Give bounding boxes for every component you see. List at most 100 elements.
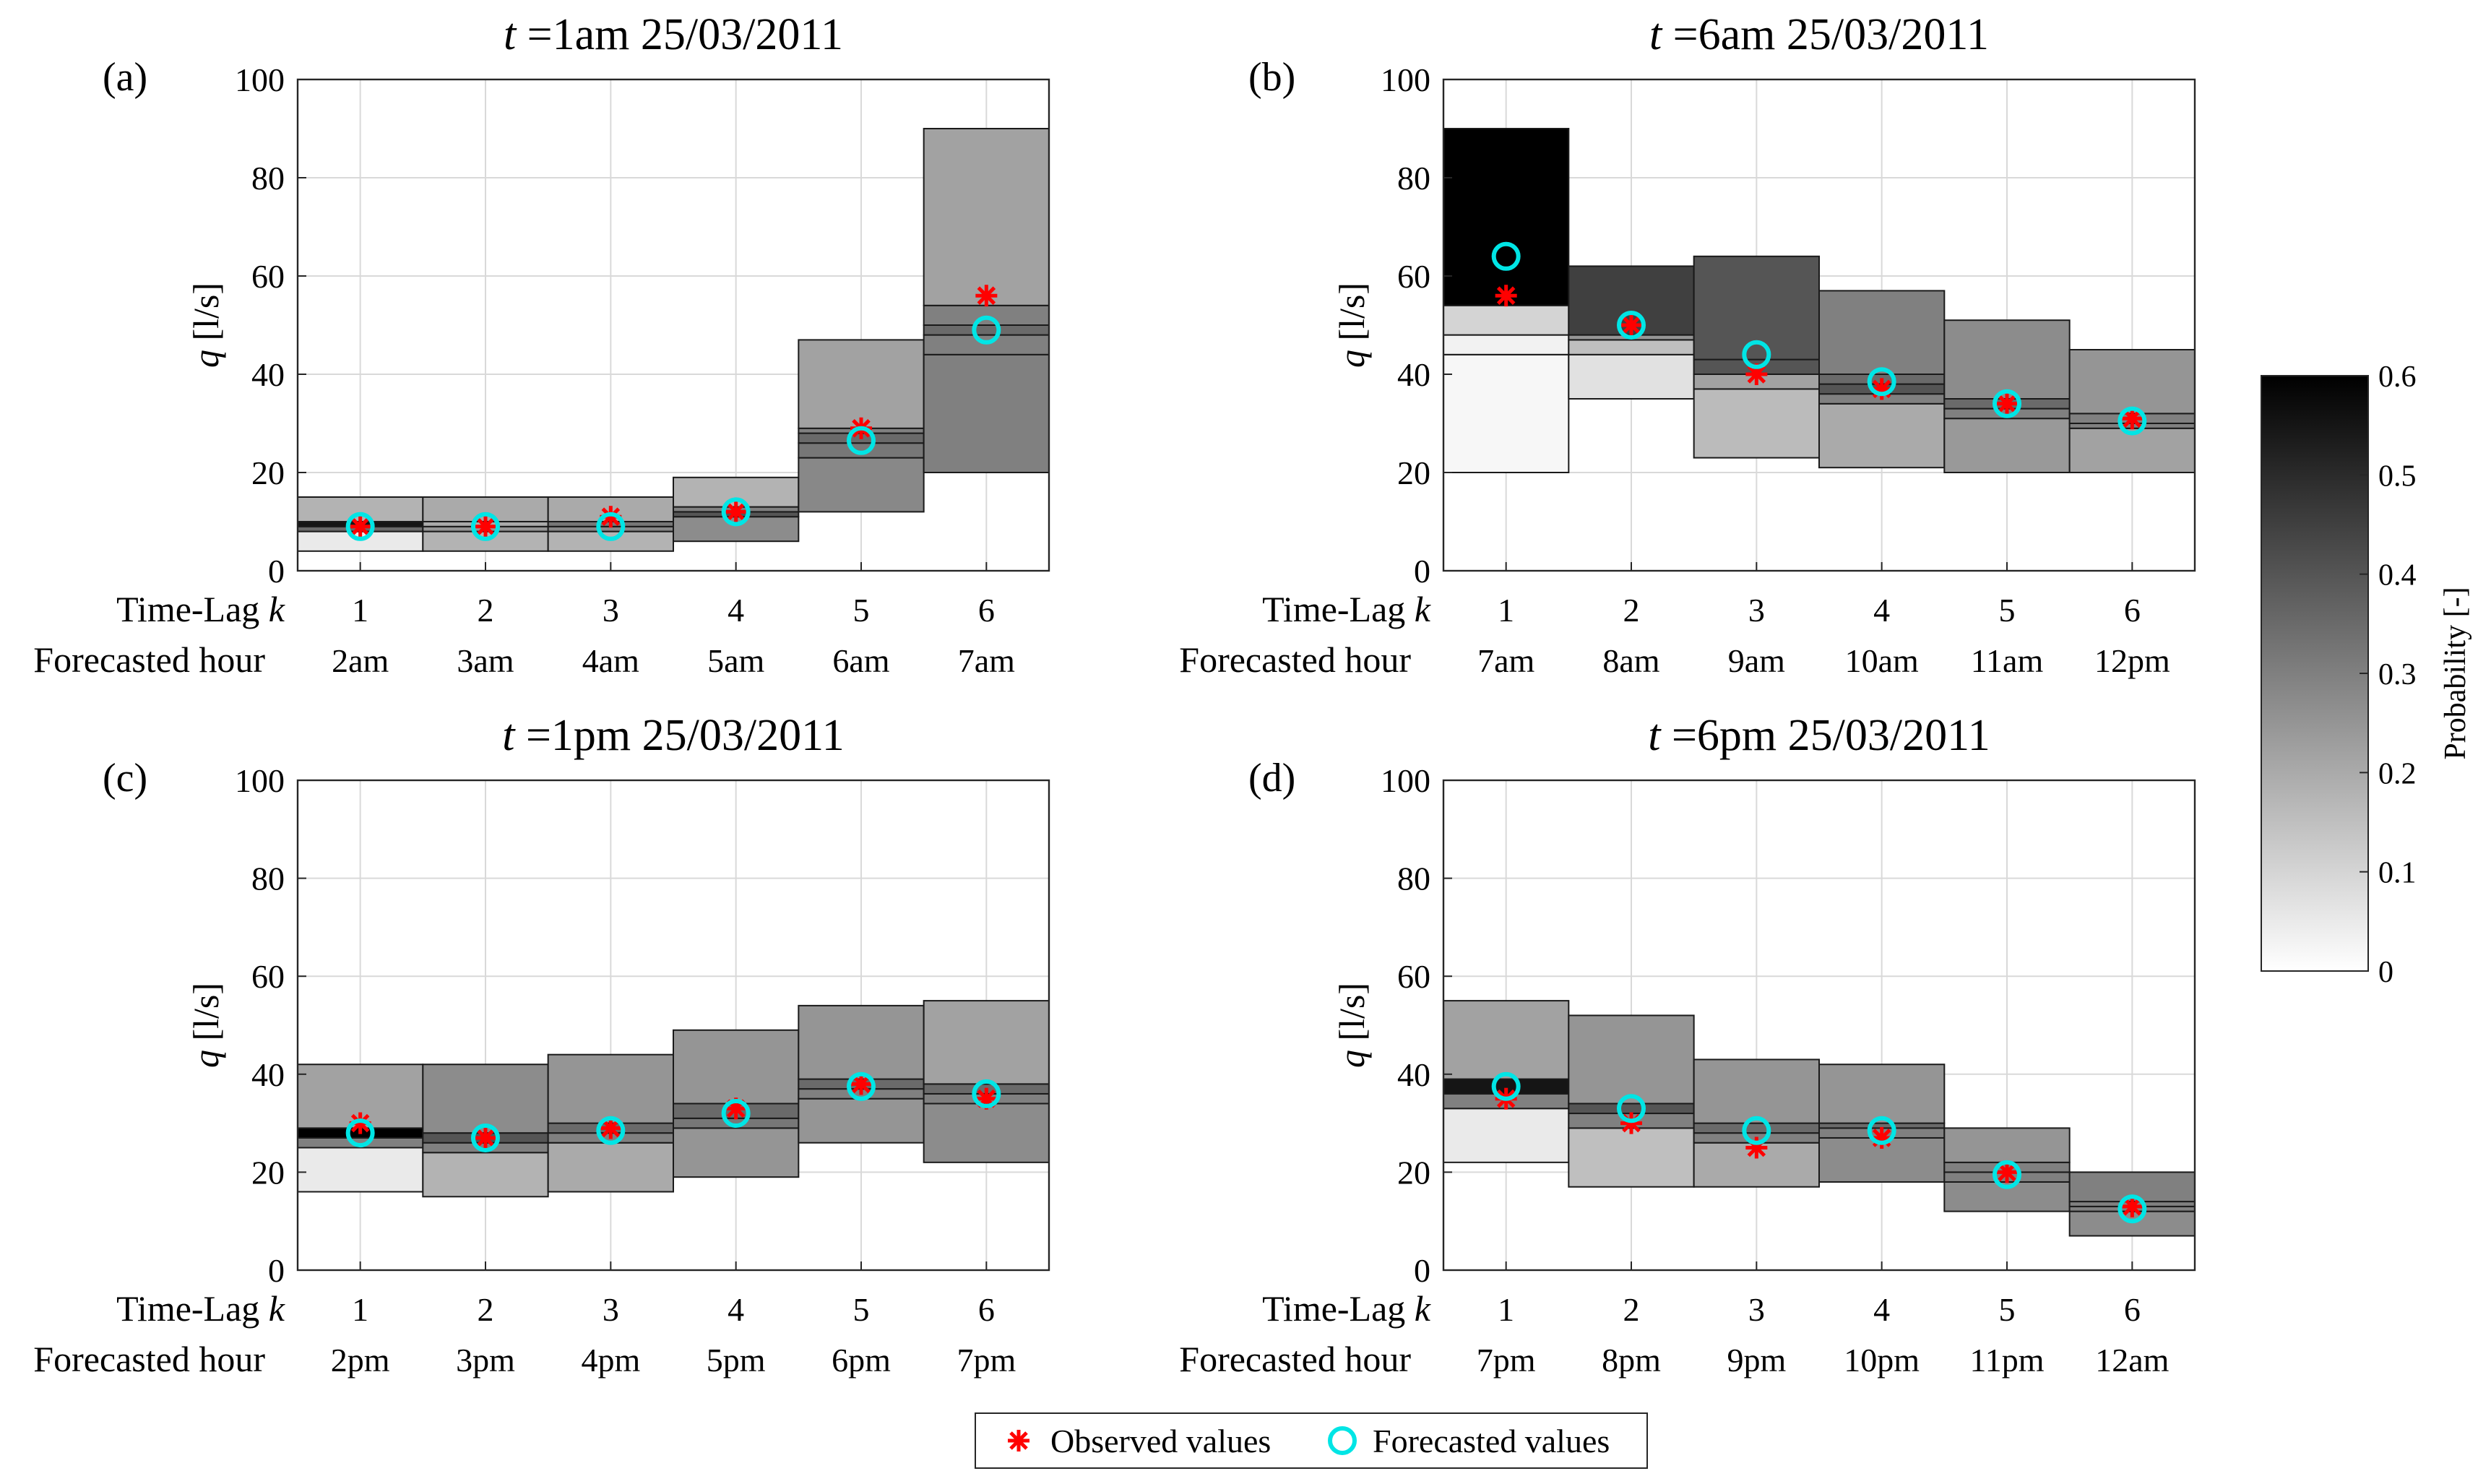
y-tick-label: 60 xyxy=(1397,958,1430,995)
forecast-hour-label: 3pm xyxy=(456,1342,515,1379)
x-tick-label: 4 xyxy=(1873,592,1890,629)
forecast-hour-label: 8am xyxy=(1602,642,1659,679)
probability-bin xyxy=(673,1029,800,1105)
observed-stroke xyxy=(1998,1162,2016,1182)
observed-point xyxy=(2121,407,2144,430)
observed-stroke xyxy=(852,1074,871,1094)
y-tick-label: 60 xyxy=(1397,258,1430,295)
probability-bin xyxy=(1943,418,2071,474)
probability-bin xyxy=(1818,402,1946,469)
x-tick-label: 3 xyxy=(1748,1291,1765,1328)
forecasted-point xyxy=(721,497,751,527)
forecast-hour-label: 10am xyxy=(1845,642,1919,679)
x-tick-label: 5 xyxy=(853,592,870,629)
x-tick-label: 2 xyxy=(1623,592,1640,629)
y-tick-label: 80 xyxy=(251,160,285,197)
forecasted-point xyxy=(1742,1116,1771,1145)
probability-bin xyxy=(1818,290,1946,375)
panel-title: t =1am 25/03/2011 xyxy=(504,10,843,59)
x-tick-label: 2 xyxy=(478,1291,494,1328)
forecasted-point xyxy=(1617,1094,1646,1123)
x-tick-label: 1 xyxy=(1498,1291,1514,1328)
observed-stroke xyxy=(1496,286,1516,305)
panel-letter: (c) xyxy=(103,756,147,801)
forecasted-point xyxy=(2117,1194,2147,1224)
forecast-hour-label: 12am xyxy=(2095,1342,2169,1379)
y-tick-label: 80 xyxy=(251,860,285,897)
forecasted-hour-row-label: Forecasted hour xyxy=(1179,1339,1411,1379)
probability-bin xyxy=(422,1152,549,1198)
observed-stroke xyxy=(350,517,370,536)
y-tick-label: 100 xyxy=(1381,762,1430,799)
colorbar-ticks: 0 0.1 0.2 0.3 0.4 0.5 0.6 xyxy=(2360,361,2417,989)
observed-stroke xyxy=(601,1118,621,1138)
forecasted-point xyxy=(345,1118,375,1148)
panel-title: t =6pm 25/03/2011 xyxy=(1648,711,1990,760)
forecast-hour-label: 12pm xyxy=(2094,642,2170,679)
legend-forecasted-marker xyxy=(1328,1426,1357,1455)
time-lag-label: Time-Lag k xyxy=(116,1288,285,1329)
y-tick-label: 0 xyxy=(1414,1252,1430,1289)
observed-stroke xyxy=(1998,394,2016,413)
x-tick-label: 3 xyxy=(603,1291,619,1328)
forecasted-point xyxy=(471,1123,500,1152)
probability-bin xyxy=(923,334,1050,355)
panels: 02040608010012am23am34am45am56am67amTime… xyxy=(33,10,2196,1379)
probability-bin xyxy=(1818,1064,1946,1124)
forecasted-point xyxy=(1617,311,1646,340)
forecast-hour-label: 2pm xyxy=(331,1342,390,1379)
y-tick-label: 20 xyxy=(251,454,285,491)
forecast-hour-label: 3am xyxy=(457,642,514,679)
time-lag-var: k xyxy=(1415,589,1431,629)
x-tick-label: 6 xyxy=(2124,592,2141,629)
forecast-hour-label: 4am xyxy=(582,642,639,679)
observed-point xyxy=(1495,285,1517,307)
probability-bin xyxy=(1693,388,1821,459)
observed-point xyxy=(1996,1161,2018,1183)
colorbar-tick-label: 0.6 xyxy=(2378,361,2417,394)
y-tick-label: 60 xyxy=(251,958,285,995)
time-lag-text: Time-Lag xyxy=(116,1288,269,1329)
probability-bin xyxy=(1443,1108,1570,1163)
forecast-hour-label: 9pm xyxy=(1727,1342,1786,1379)
panel-1: 0 20 40 60 80 100 1 2am 2 3am 3 4am 4 5am 5 6am 6 7am Time… xyxy=(33,10,1050,680)
probability-bin xyxy=(2068,349,2196,415)
forecasted-point xyxy=(1993,1160,2021,1189)
y-axis-unit: [l/s] xyxy=(1331,282,1372,350)
probability-bin xyxy=(1693,1122,1821,1134)
y-tick-label: 20 xyxy=(251,1154,285,1191)
forecasted-point xyxy=(1742,340,1771,369)
observed-point xyxy=(850,1073,872,1095)
forecast-hour-label: 11pm xyxy=(1969,1342,2044,1379)
forecast-hour-label: 7am xyxy=(958,642,1015,679)
x-tick-label: 6 xyxy=(978,592,995,629)
forecasted-point xyxy=(596,512,626,541)
forecast-hour-label: 6pm xyxy=(832,1342,891,1379)
observed-point xyxy=(975,285,998,307)
probability-bin xyxy=(798,457,925,513)
y-axis-label: q [l/s] xyxy=(1331,983,1372,1068)
y-tick-label: 40 xyxy=(251,356,285,393)
x-tick-label: 5 xyxy=(1999,1291,2016,1328)
y-axis-var: q xyxy=(1331,350,1372,368)
colorbar-tick-label: 0.2 xyxy=(2378,757,2417,790)
probability-bin xyxy=(798,1097,925,1144)
observed-stroke xyxy=(601,507,621,526)
x-tick-label: 4 xyxy=(728,1291,744,1328)
time-lag-text: Time-Lag xyxy=(116,589,269,629)
colorbar-tick-label: 0.1 xyxy=(2378,857,2417,890)
y-axis-unit: [l/s] xyxy=(1331,983,1372,1050)
observed-point xyxy=(2121,1195,2144,1217)
probability-bin xyxy=(923,128,1050,306)
x-tick-label: 1 xyxy=(352,592,368,629)
y-tick-label: 80 xyxy=(1397,160,1430,197)
forecasted-point xyxy=(345,512,375,541)
probability-bin xyxy=(1568,353,1695,400)
y-tick-label: 40 xyxy=(1397,356,1430,393)
probability-bin xyxy=(923,353,1050,473)
legend-forecasted-label: Forecasted values xyxy=(1373,1423,1610,1459)
observed-point xyxy=(725,501,747,523)
x-tick-label: 4 xyxy=(728,592,744,629)
colorbar-label: Probability [-] xyxy=(2439,587,2472,759)
